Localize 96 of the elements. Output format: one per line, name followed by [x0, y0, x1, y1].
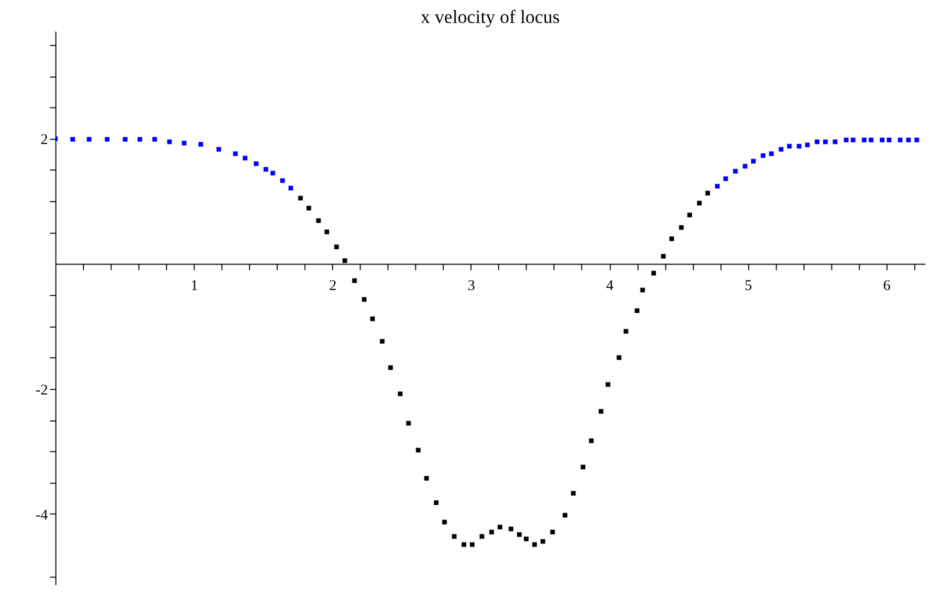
point [524, 536, 529, 542]
point [152, 137, 157, 142]
point [167, 140, 172, 144]
point [398, 392, 403, 396]
point [452, 534, 457, 539]
point [598, 409, 604, 414]
point [880, 138, 884, 142]
chart-title: x velocity of locus [420, 7, 560, 28]
point [886, 138, 892, 142]
point [580, 464, 586, 470]
point [679, 225, 684, 230]
point [370, 316, 375, 322]
point [489, 530, 494, 534]
point [104, 137, 110, 142]
point [669, 236, 674, 242]
point [868, 138, 874, 142]
point [796, 144, 802, 149]
point [182, 140, 186, 146]
point [787, 144, 792, 149]
point [805, 142, 810, 148]
point [616, 355, 622, 360]
point [216, 147, 222, 152]
point [442, 520, 447, 524]
point [233, 151, 238, 156]
point [760, 153, 766, 158]
x-tick-label: 4 [606, 278, 614, 294]
point [814, 140, 820, 144]
point [634, 308, 640, 313]
point [416, 448, 421, 452]
point [306, 206, 312, 210]
point [264, 167, 268, 172]
point [242, 156, 248, 160]
point [122, 137, 128, 142]
point [778, 147, 784, 152]
point [705, 190, 710, 196]
point [540, 539, 546, 544]
point [562, 512, 568, 518]
point [280, 178, 285, 183]
point [342, 258, 348, 263]
point [70, 137, 75, 142]
y-tick-label: -4 [36, 507, 49, 524]
x-tick-label: 2 [329, 278, 337, 294]
point [906, 138, 911, 142]
point [697, 200, 702, 206]
point [687, 212, 692, 218]
point [362, 297, 367, 302]
point [462, 542, 466, 547]
point [832, 140, 838, 144]
x-tick-label: 1 [190, 278, 198, 294]
point [914, 138, 920, 142]
point [517, 532, 522, 537]
point [550, 530, 555, 534]
point [661, 254, 666, 259]
point [624, 329, 628, 334]
point [388, 365, 393, 370]
point [508, 526, 514, 532]
point [769, 151, 774, 156]
point [532, 542, 537, 547]
point [898, 138, 903, 142]
point [316, 218, 321, 223]
point [298, 196, 303, 200]
point [334, 244, 339, 250]
point [606, 382, 610, 387]
point [470, 542, 475, 547]
point [424, 476, 429, 481]
point [862, 138, 866, 142]
point [589, 438, 594, 444]
point [434, 500, 439, 505]
point [288, 186, 294, 190]
point [723, 176, 728, 182]
x-tick-label: 6 [883, 278, 891, 294]
point [742, 164, 748, 169]
point [715, 184, 720, 189]
point [498, 524, 502, 530]
point [480, 534, 484, 539]
point [324, 230, 330, 234]
point [640, 288, 645, 292]
point [254, 161, 258, 166]
point [571, 490, 576, 496]
point [733, 168, 738, 174]
point [844, 138, 848, 142]
point [270, 170, 276, 176]
point [651, 270, 656, 276]
y-tick-label: -2 [36, 382, 48, 398]
point [138, 137, 142, 142]
point [850, 138, 856, 142]
y-tick-label: 2 [40, 132, 48, 148]
x-tick-label: 5 [744, 278, 752, 294]
point [823, 140, 828, 144]
point [751, 158, 756, 164]
point [198, 142, 204, 147]
point [86, 137, 92, 142]
point [406, 420, 411, 426]
point [380, 339, 385, 344]
x-tick-label: 3 [468, 278, 476, 294]
point [352, 278, 357, 283]
